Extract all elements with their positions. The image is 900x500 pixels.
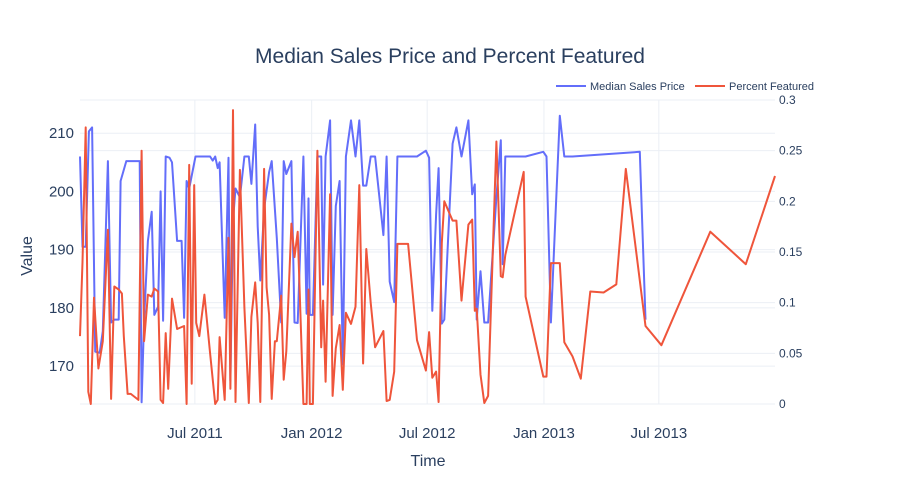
y2-tick-label: 0.05 [779,346,803,360]
x-tick-label: Jan 2013 [513,425,575,442]
legend-item-0[interactable]: Median Sales Price [556,81,685,93]
y2-tick-label: 0.1 [779,296,796,310]
y-tick-label: 180 [49,300,74,317]
y-axis: 170 180 190 200 210 [49,125,74,375]
grid-layer [80,99,775,405]
x-axis-title: Time [411,453,446,470]
chart-title: Median Sales Price and Percent Featured [255,45,645,68]
y2-tick-label: 0.2 [779,194,796,208]
x-tick-label: Jul 2013 [630,425,687,442]
legend-label: Percent Featured [729,81,814,93]
series-line-0 [79,114,647,404]
y-axis-title: Value [19,236,36,276]
y2-tick-label: 0 [779,397,786,411]
y-tick-label: 210 [49,125,74,142]
y2-axis: 0 0.05 0.1 0.15 0.2 0.25 0.3 [779,93,803,411]
x-tick-label: Jul 2011 [167,425,223,442]
x-tick-label: Jul 2012 [399,425,456,442]
y-tick-label: 170 [49,358,74,375]
y-tick-label: 190 [49,242,74,259]
y-tick-label: 200 [49,183,74,200]
y2-tick-label: 0.25 [779,144,803,158]
legend-item-1[interactable]: Percent Featured [695,81,814,93]
y2-tick-label: 0.3 [779,93,796,107]
series-layer [79,109,776,405]
series-line-1 [79,109,776,405]
x-axis: Jul 2011 Jan 2012 Jul 2012 Jan 2013 Jul 2013 [167,425,687,442]
y2-tick-label: 0.15 [779,245,803,259]
x-tick-label: Jan 2012 [281,425,343,442]
legend[interactable]: Median Sales Price Percent Featured [556,81,814,93]
legend-label: Median Sales Price [590,81,685,93]
